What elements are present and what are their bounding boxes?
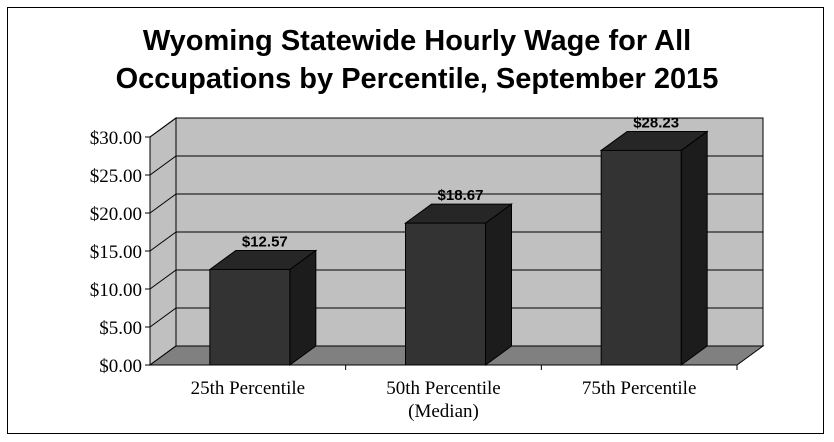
y-tick-label: $5.00 [99,318,142,339]
gridline [149,193,763,214]
bar-side [680,130,708,366]
data-label: $18.67 [438,187,484,204]
gridline [149,231,763,252]
chart-title-line-2: Occupations by Percentile, September 201… [115,63,719,95]
y-tick-label: $10.00 [90,280,142,301]
chart-title-line-1: Wyoming Statewide Hourly Wage for All [142,25,692,57]
chart-title: Wyoming Statewide Hourly Wage for All Oc… [0,22,834,98]
data-label: $28.23 [633,114,679,131]
y-tick-label: $20.00 [90,204,142,225]
bar [600,149,682,366]
gridline [149,307,763,328]
bar [405,222,486,366]
y-tick-label: $30.00 [90,128,142,149]
bar-side [289,249,317,366]
y-tick-label: $15.00 [90,242,142,263]
x-tick-label: 75th Percentile [582,378,697,399]
bar [209,268,291,366]
bar-side [485,203,512,366]
y-tick-label: $25.00 [90,166,142,187]
data-label: $12.57 [242,233,288,250]
x-tick-label: 50th Percentile [386,378,501,399]
x-tick-label: (Median) [408,401,479,422]
y-tick-label: $0.00 [99,356,142,377]
gridline [149,117,763,138]
gridline [149,269,763,290]
gridline [149,155,763,176]
x-tick-label: 25th Percentile [191,378,306,399]
